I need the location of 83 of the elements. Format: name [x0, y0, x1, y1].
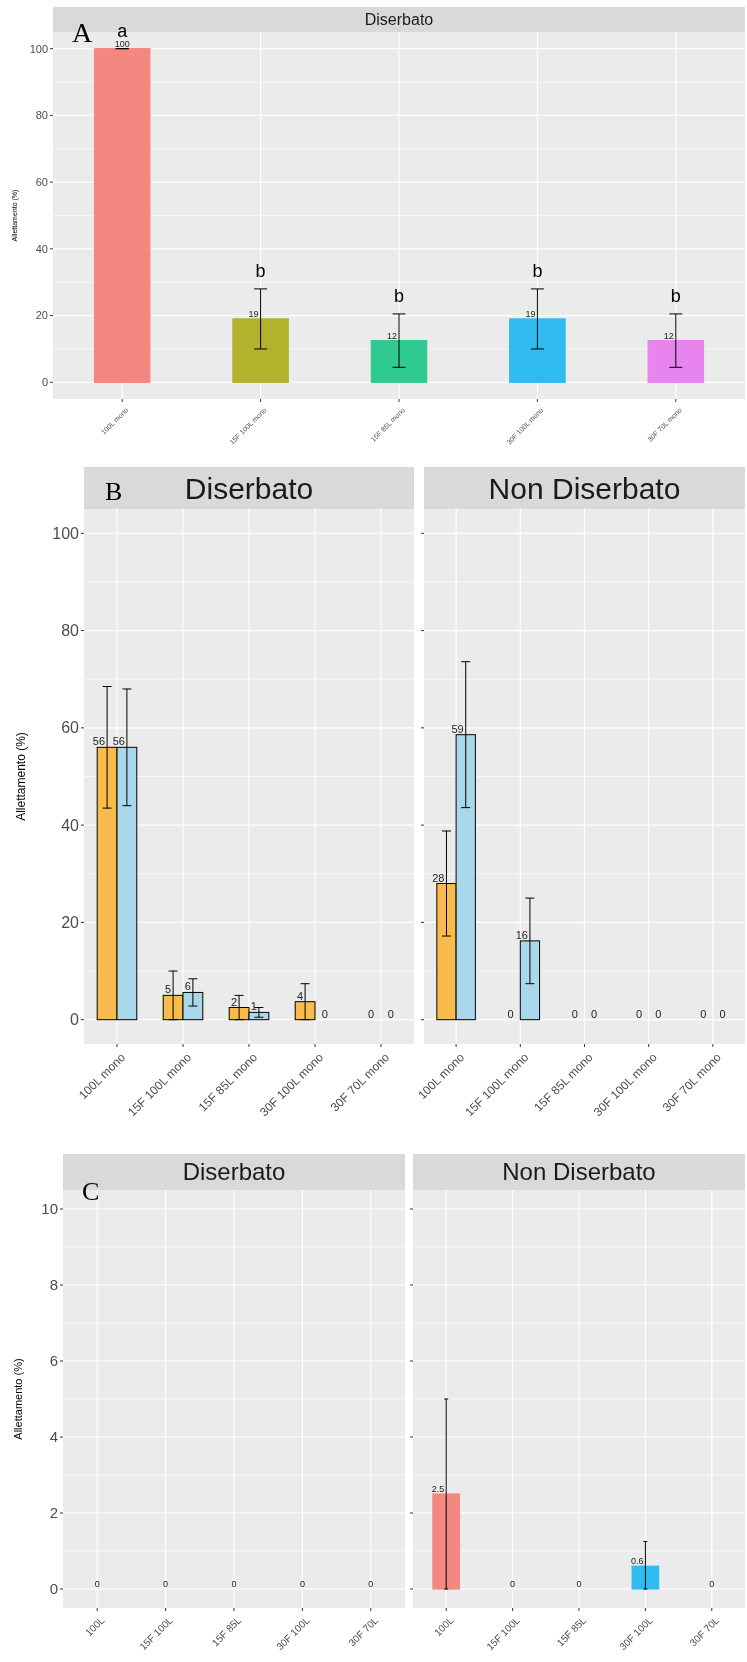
chart-title: Non Diserbato — [488, 471, 681, 505]
data-label: 56 — [92, 735, 106, 748]
data-label: 2.5 — [431, 1484, 445, 1494]
y-tick-label: 80 — [35, 109, 48, 122]
y-tick-label: 10 — [41, 1200, 58, 1218]
bar — [647, 340, 705, 383]
data-label: 5 — [164, 983, 172, 996]
annotation: b — [393, 285, 405, 306]
data-label: 0 — [507, 1007, 514, 1020]
y-tick-label: 60 — [61, 719, 80, 737]
data-label: 0 — [510, 1579, 516, 1589]
y-tick-label: 20 — [61, 914, 80, 932]
bar — [509, 318, 566, 383]
annotation: b — [532, 260, 543, 281]
chart-title: Diserbato — [182, 1158, 286, 1186]
x-tick-label: 15F 100L — [137, 1614, 176, 1653]
y-tick-label: 40 — [61, 816, 80, 834]
chart-title: Non Diserbato — [502, 1158, 656, 1186]
x-tick-label: 30F 100L — [274, 1614, 313, 1653]
data-label: 19 — [248, 308, 259, 319]
data-label: 4 — [296, 989, 304, 1002]
x-tick-label: 100L — [83, 1614, 107, 1639]
chart-title: Diserbato — [184, 471, 314, 505]
y-axis-title: Allettamento (%) — [14, 732, 28, 821]
annotation: A — [72, 17, 93, 48]
data-label: 0 — [636, 1007, 643, 1020]
data-label: 0 — [368, 1007, 375, 1020]
data-label: 56 — [112, 735, 125, 748]
data-label: 0 — [709, 1579, 715, 1589]
x-tick-label: 15F 85L — [209, 1614, 244, 1649]
data-label: 0 — [719, 1007, 726, 1020]
x-tick-label: 15F 85L — [554, 1614, 589, 1649]
y-tick-label: 40 — [35, 242, 48, 255]
data-label: 100 — [114, 38, 130, 49]
data-label: 0 — [571, 1007, 578, 1020]
y-tick-label: 0 — [70, 1011, 80, 1029]
data-label: 0 — [368, 1579, 374, 1589]
annotation: b — [255, 260, 266, 281]
annotation: a — [117, 20, 129, 41]
data-label: 16 — [515, 928, 528, 941]
y-tick-label: 100 — [29, 42, 48, 55]
y-tick-label: 4 — [49, 1428, 58, 1446]
bar — [370, 340, 428, 383]
data-label: 0 — [299, 1579, 305, 1589]
y-tick-label: 80 — [61, 622, 80, 640]
data-label: 12 — [663, 330, 674, 341]
y-tick-label: 0 — [49, 1580, 58, 1598]
x-tick-label: 15F 100L — [484, 1614, 523, 1653]
data-label: 0 — [94, 1579, 100, 1589]
x-tick-label: 30F 70L — [346, 1614, 381, 1649]
data-label: 0 — [321, 1007, 328, 1020]
annotation: C — [82, 1177, 100, 1206]
data-label: 0 — [591, 1007, 598, 1020]
data-label: 0.6 — [630, 1556, 644, 1567]
data-label: 0 — [576, 1579, 582, 1589]
data-label: 0 — [655, 1007, 662, 1020]
y-tick-label: 8 — [49, 1276, 58, 1294]
data-label: 2 — [230, 995, 238, 1008]
y-tick-label: 20 — [35, 309, 48, 322]
data-label: 6 — [184, 980, 191, 993]
data-label: 19 — [525, 308, 536, 319]
y-tick-label: 6 — [49, 1352, 58, 1370]
text: B — [105, 477, 123, 506]
annotation: b — [670, 285, 681, 306]
bar — [232, 318, 289, 383]
x-tick-label: 30F 70L — [687, 1614, 722, 1649]
data-label: 0 — [231, 1579, 237, 1589]
y-axis-title: Allettamento (%) — [12, 1358, 24, 1440]
data-label: 0 — [163, 1579, 169, 1589]
data-label: 59 — [451, 722, 464, 735]
x-tick-label: 30F 100L — [617, 1614, 656, 1653]
data-label: 28 — [432, 871, 445, 884]
data-label: 12 — [386, 330, 397, 341]
y-tick-label: 100 — [52, 524, 80, 542]
y-tick-label: 0 — [41, 376, 48, 389]
chart-title: Diserbato — [364, 11, 434, 29]
y-tick-label: 2 — [49, 1504, 58, 1522]
data-label: 0 — [700, 1007, 707, 1020]
y-tick-label: 60 — [35, 175, 48, 188]
data-label: 1 — [250, 1000, 257, 1013]
bar — [93, 48, 151, 383]
data-label: 0 — [387, 1007, 394, 1020]
x-tick-label: 100L — [432, 1614, 456, 1639]
